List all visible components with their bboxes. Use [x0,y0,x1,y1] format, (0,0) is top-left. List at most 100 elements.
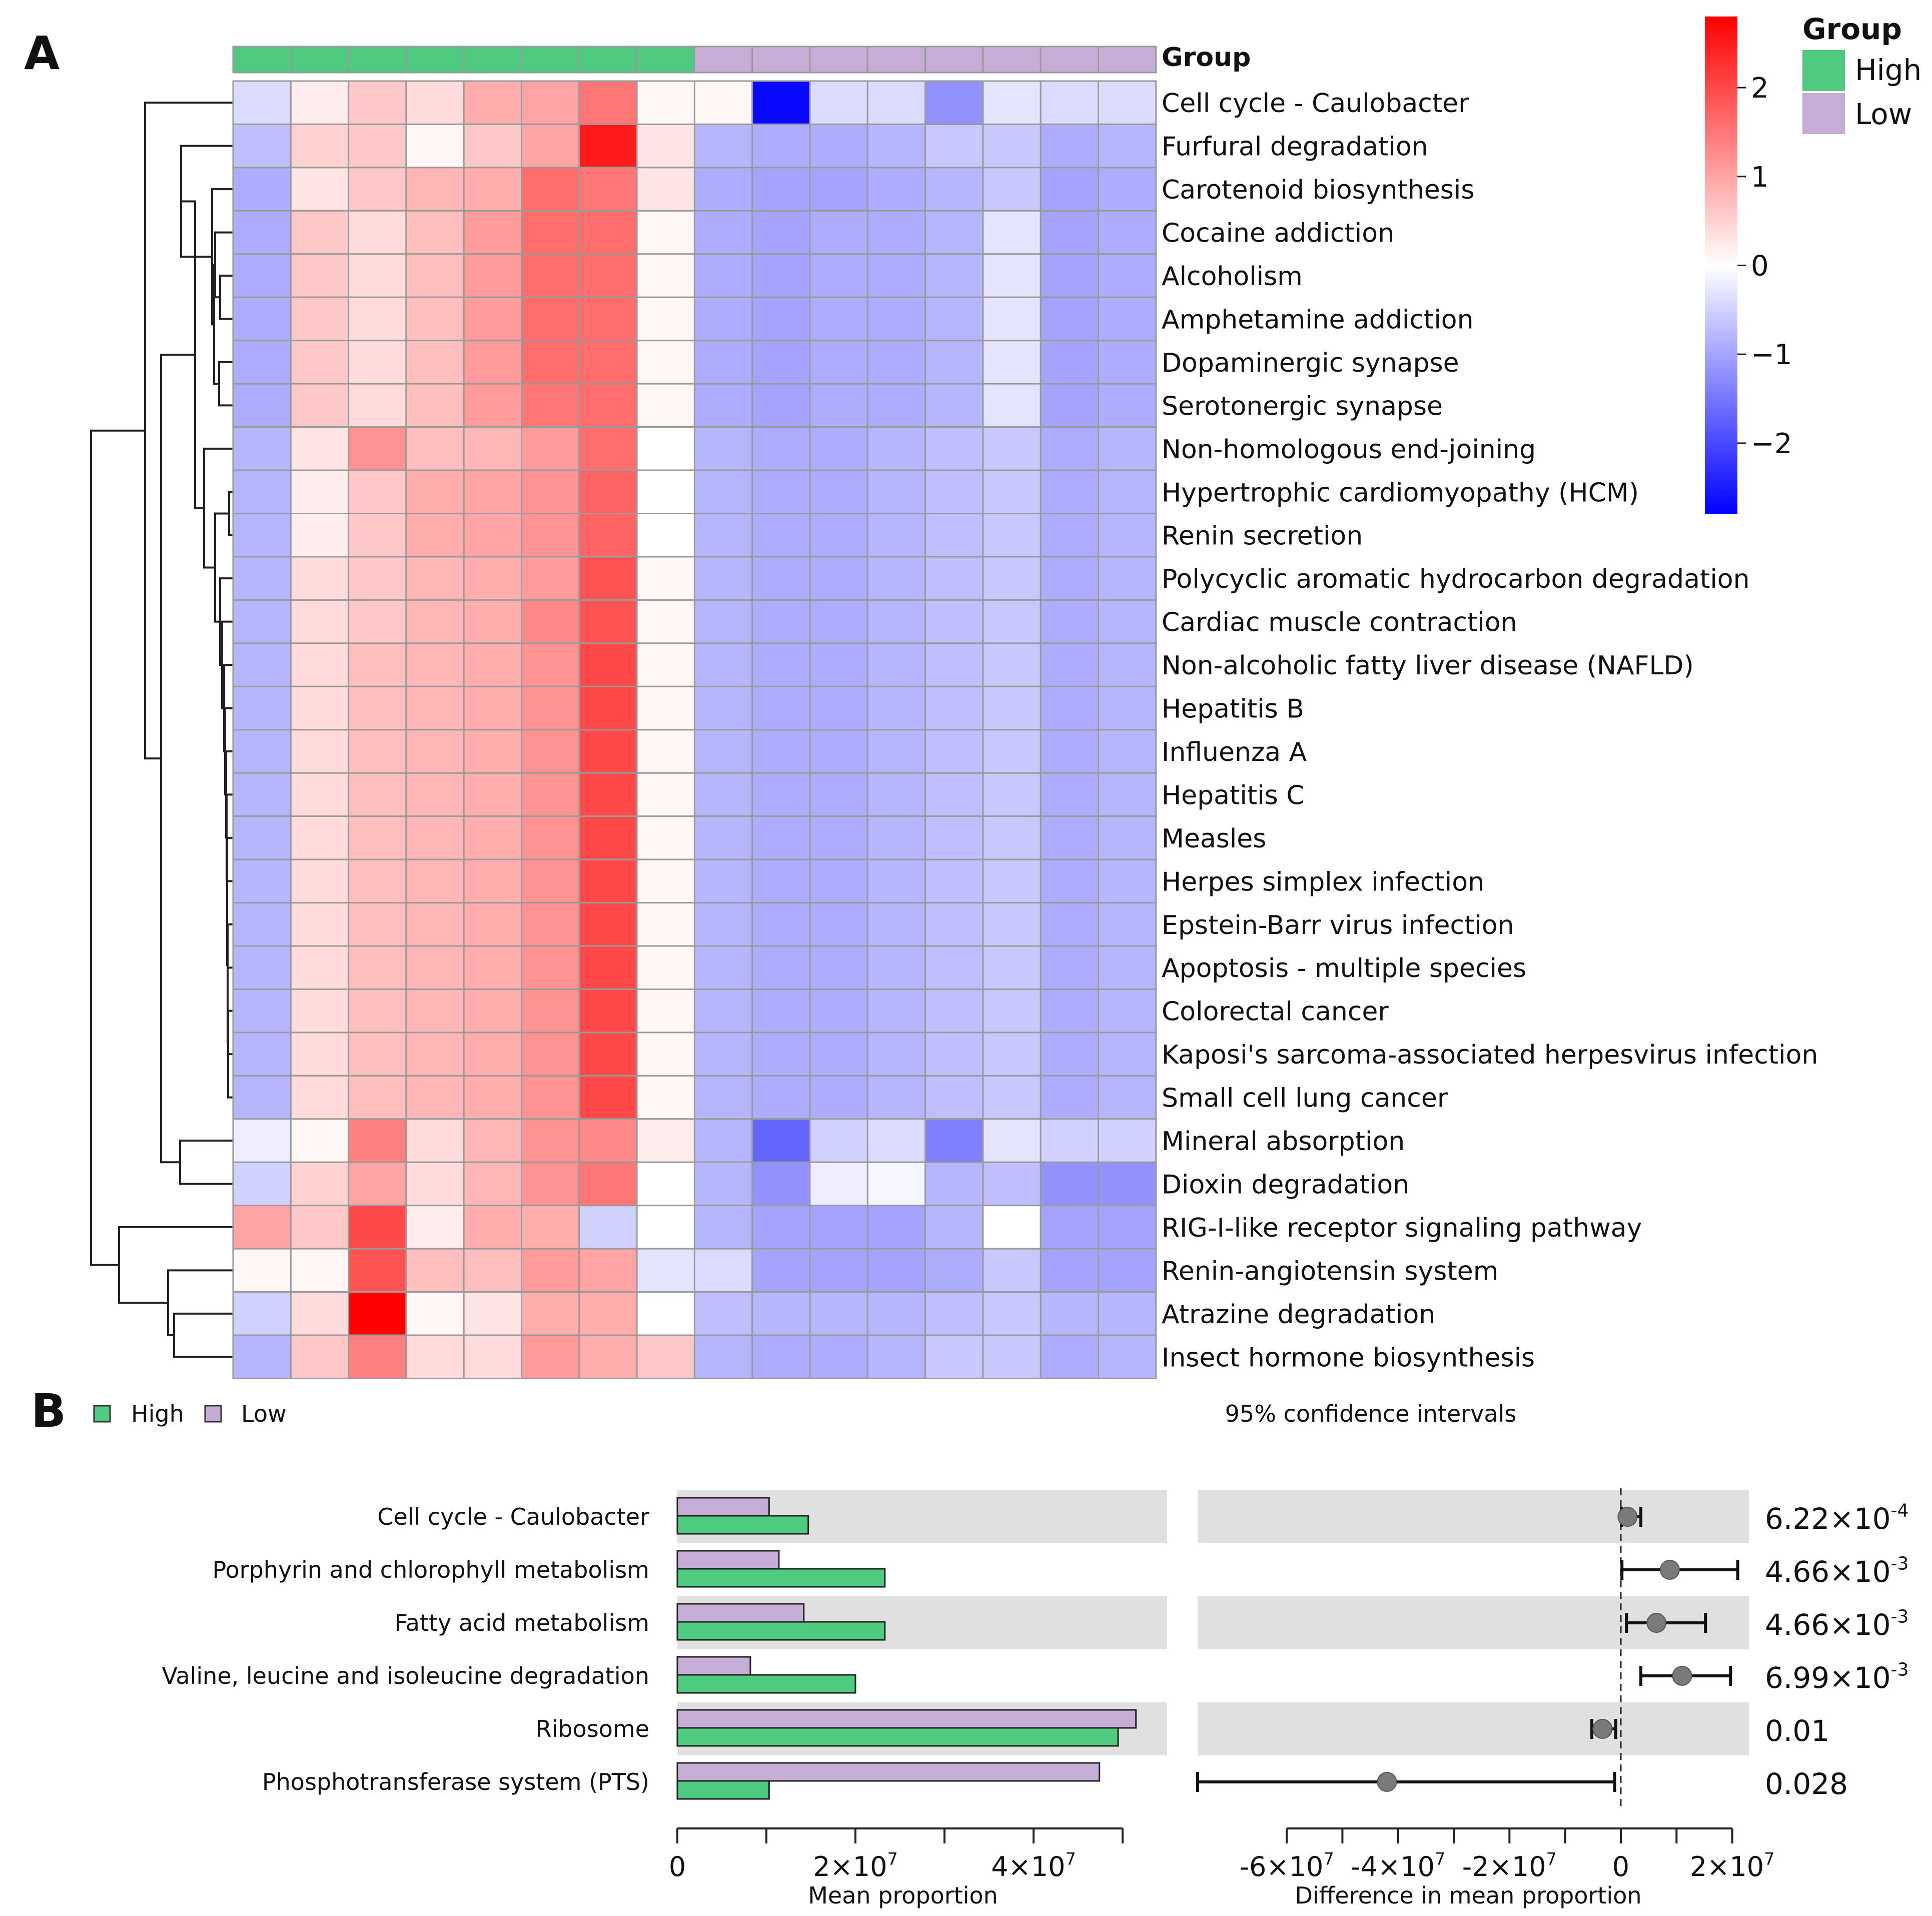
heatmap-cell [521,1334,580,1380]
heatmap-cell [751,340,811,385]
heatmap-row-label: Cell cycle - Caulobacter [1162,89,1469,119]
heatmap-cell [924,253,984,298]
legend-low-label: Low [1855,97,1912,131]
heatmap-cell [290,988,350,1034]
heatmap-cell [866,1334,926,1380]
bar-high [676,1621,886,1641]
heatmap-cell [809,1118,868,1163]
heatmap-cell [809,858,868,904]
bar-low [676,1550,780,1570]
heatmap-cell [866,1205,926,1250]
heatmap-cell [232,945,292,990]
heatmap-cell [982,902,1042,947]
heatmap-cell [1040,599,1099,644]
heatmap-cell [982,858,1042,904]
heatmap-cell [405,253,465,298]
heatmap-cell [348,729,407,774]
heatmap-cell [463,988,523,1034]
heatmap-cell [405,210,465,255]
dendrogram-branch [118,1226,233,1304]
colorbar-ticks: 2 1 0 −1 −2 [1737,72,1792,460]
ci-x-axis-title: Difference in mean proportion [1295,1882,1641,1909]
heatmap-cell [463,1334,523,1380]
heatmap-cell [463,383,523,428]
heatmap-cell [636,729,695,774]
heatmap-cell [1098,513,1157,558]
heatmap-cell [693,167,753,212]
heatmap-row-label: Insect hormone biosynthesis [1162,1343,1535,1373]
heatmap-cell [982,426,1042,471]
heatmap-cell [348,556,407,601]
group-cell [348,46,407,74]
heatmap-cell [405,340,465,385]
heatmap-cell [521,556,580,601]
heatmap-cell [866,729,926,774]
heatmap-cell [636,1205,695,1250]
dendrogram-branch [219,275,233,320]
heatmap-cell [290,685,350,731]
heatmap-cell [1040,1291,1099,1336]
heatmap-cell [693,1248,753,1293]
heatmap-cell [809,556,868,601]
heatmap-cell [1098,80,1157,125]
heatmap-cell [751,642,811,687]
heatmap-cell [1098,1291,1157,1336]
heatmap-cell [1040,902,1099,947]
heatmap-cell [982,469,1042,514]
heatmap-cell [463,253,523,298]
heatmap-cell [866,642,926,687]
heatmap-cell [521,1205,580,1250]
dendrogram-branch [227,923,233,1006]
heatmap-cell [405,772,465,817]
heatmap-cell [1098,210,1157,255]
bar-high [676,1674,856,1694]
heatmap-cell [405,1161,465,1207]
heatmap-cell [463,1161,523,1207]
heatmap-cell [405,123,465,169]
dendrogram-branch [160,354,195,1164]
heatmap-cell [348,210,407,255]
heatmap-cell [463,469,523,514]
heatmap-cell [232,1291,292,1336]
heatmap-cell [578,1161,638,1207]
heatmap-cell [578,902,638,947]
heatmap-cell [1098,729,1157,774]
group-cell [866,46,926,74]
heatmap-cell [290,729,350,774]
heatmap-cell [290,599,350,644]
heatmap-cell [866,123,926,169]
heatmap-cell [232,383,292,428]
heatmap-cell [636,1248,695,1293]
mean-proportion-bar-chart: Cell cycle - Caulobacter Porphyrin and ch… [162,1490,1167,1909]
heatmap-cell [405,1291,465,1336]
heatmap-cell [405,988,465,1034]
heatmap-cell [348,383,407,428]
heatmap-cell [809,685,868,731]
heatmap-cell [578,685,638,731]
heatmap-cell [809,123,868,169]
heatmap-cell [521,80,580,125]
heatmap-cell [866,599,926,644]
group-cell [521,46,580,74]
heatmap-cell [751,685,811,731]
heatmap-cell [924,210,984,255]
colorbar-tick-label: 0 [1751,250,1769,283]
heatmap-cell [636,340,695,385]
group-cell [636,46,695,74]
heatmap-cell [290,383,350,428]
heatmap-cell [924,340,984,385]
heatmap-cell [693,426,753,471]
heatmap-cell [348,772,407,817]
heatmap-cell [290,80,350,125]
heatmap-cell [982,1075,1042,1120]
heatmap-cell [982,1291,1042,1336]
heatmap-cell [348,945,407,990]
heatmap-row-label: Cardiac muscle contraction [1162,608,1517,638]
heatmap-cell [636,556,695,601]
dendrogram-branch [227,1010,233,1076]
heatmap-cell [578,253,638,298]
group-cell [982,46,1042,74]
heatmap-cell [693,945,753,990]
heatmap-cell [982,556,1042,601]
heatmap-cell [866,1161,926,1207]
